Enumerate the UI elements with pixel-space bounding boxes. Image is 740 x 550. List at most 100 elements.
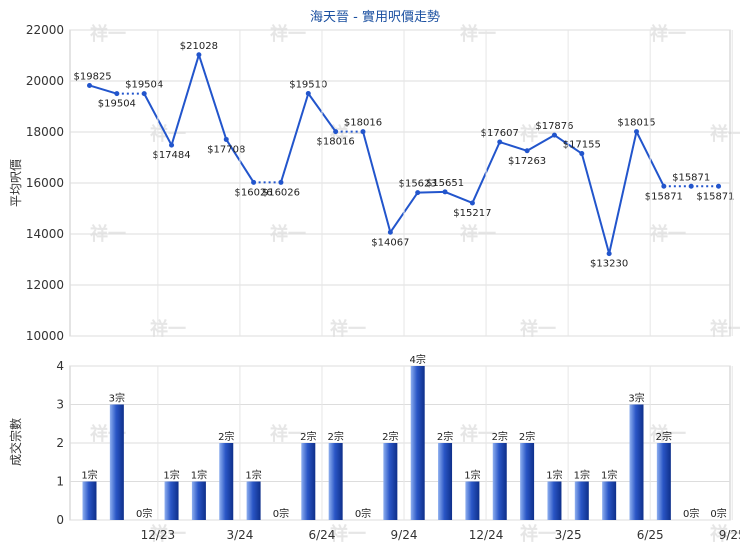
price-point: [497, 139, 503, 145]
count-bar-label: 1宗: [81, 469, 97, 482]
count-bar: [547, 481, 562, 520]
price-line: [89, 54, 719, 254]
price-data-label: $15623: [399, 179, 437, 190]
x-tick-label: 9/25: [719, 528, 740, 542]
count-bar-label: 2宗: [519, 430, 535, 443]
count-bar-label: 2宗: [218, 430, 234, 443]
price-point: [606, 251, 612, 257]
watermark-text: 祥一: [150, 123, 186, 145]
price-y-tick-label: 16000: [26, 176, 64, 190]
price-data-label: $18016: [344, 118, 382, 129]
price-line-segment: [417, 190, 446, 194]
count-bar-label: 2宗: [300, 430, 316, 443]
price-data-label: $17708: [207, 144, 245, 155]
count-y-axis-label: 成交宗數: [8, 418, 23, 466]
watermark-text: 祥一: [150, 318, 186, 340]
price-point: [524, 148, 530, 154]
price-point: [716, 183, 722, 189]
count-bar: [246, 481, 261, 520]
price-data-label: $16026: [235, 187, 273, 198]
price-y-tick-label: 12000: [26, 278, 64, 292]
price-line-segment: [170, 54, 200, 146]
count-bar: [656, 443, 671, 520]
watermark-text: 祥一: [520, 318, 556, 340]
count-bar: [492, 443, 507, 520]
price-y-tick-label: 10000: [26, 329, 64, 343]
price-data-label: $15871: [696, 191, 734, 202]
price-point: [251, 179, 257, 185]
price-point: [387, 229, 393, 235]
price-point: [141, 91, 147, 97]
price-line-segment: [580, 153, 611, 254]
x-tick-label: 6/24: [308, 528, 335, 542]
price-point: [469, 200, 475, 206]
count-bar: [191, 481, 206, 520]
price-line-segment: [526, 134, 555, 152]
count-bar: [82, 481, 97, 520]
price-point: [223, 136, 229, 142]
watermark-text: 祥一: [270, 23, 306, 45]
watermark-text: 祥一: [150, 523, 186, 545]
count-bar: [465, 481, 480, 520]
price-data-label: $16026: [262, 187, 300, 198]
watermark-text: 祥一: [650, 423, 686, 445]
count-bar-label: 3宗: [109, 392, 125, 405]
count-bar: [383, 443, 398, 520]
price-y-tick-label: 22000: [26, 23, 64, 37]
price-points: $19825 $19504 $19504 $17484 $21028 $17708 $160…: [74, 41, 735, 270]
price-data-label: $17263: [508, 156, 546, 167]
price-y-tick-label: 18000: [26, 125, 64, 139]
count-bar: [328, 443, 343, 520]
price-data-label: $18015: [617, 118, 655, 129]
price-point: [114, 91, 120, 97]
price-line-segment: [499, 141, 528, 152]
price-data-label: $17876: [535, 121, 573, 132]
price-point: [661, 183, 667, 189]
count-bar-label: 4宗: [410, 353, 426, 366]
price-data-label: $15871: [672, 172, 710, 183]
count-bar: [629, 404, 644, 520]
count-y-tick-label: 4: [56, 359, 64, 373]
price-data-label: $17484: [152, 150, 190, 161]
count-bars: 1宗 3宗 0宗 1宗 1宗 2宗 1宗 0宗 2宗 2宗 0宗 2宗 4宗 2宗 1宗 2宗 2宗 1宗 1宗 1宗…: [81, 353, 727, 520]
price-data-label: $21028: [180, 41, 218, 52]
watermark-text: 祥一: [710, 318, 740, 340]
count-bar-label: 0宗: [355, 507, 371, 520]
price-point: [360, 129, 366, 135]
price-data-label: $17155: [563, 140, 601, 151]
price-data-label: $13230: [590, 259, 628, 270]
count-bar-label: 1宗: [574, 469, 590, 482]
watermark-text: 祥一: [460, 23, 496, 45]
count-bar: [574, 481, 589, 520]
x-tick-label: 12/24: [469, 528, 504, 542]
price-grid: 10000 12000 14000 16000 18000 20000 22000: [26, 23, 731, 343]
count-bar: [438, 443, 453, 520]
price-line-segment: [444, 190, 473, 204]
count-y-tick-label: 3: [56, 398, 64, 412]
price-line-segment: [362, 131, 392, 233]
watermark-text: 祥一: [710, 123, 740, 145]
count-bar: [520, 443, 535, 520]
price-line-segment: [197, 54, 228, 140]
count-bar-label: 1宗: [163, 469, 179, 482]
x-tick-label: 3/24: [226, 528, 253, 542]
price-line-segment: [89, 84, 118, 95]
x-tick-label: 12/23: [141, 528, 176, 542]
price-data-label: $19504: [125, 80, 163, 91]
price-data-label: $18016: [317, 137, 355, 148]
price-y-axis-label: 平均呎價: [9, 159, 23, 207]
count-bar-label: 1宗: [601, 469, 617, 482]
count-bar-label: 2宗: [437, 430, 453, 443]
count-bar-label: 2宗: [492, 430, 508, 443]
count-bar-label: 0宗: [273, 507, 289, 520]
x-tick-label: 3/25: [555, 528, 582, 542]
price-data-label: $19825: [74, 71, 112, 82]
count-bar: [410, 366, 425, 520]
watermark-text: 祥一: [330, 123, 366, 145]
x-tick-label: 9/24: [391, 528, 418, 542]
count-y-tick-label: 2: [56, 436, 64, 450]
count-bar: [301, 443, 316, 520]
count-bar: [602, 481, 617, 520]
count-grid: 0 1 2 3 4: [56, 359, 731, 527]
